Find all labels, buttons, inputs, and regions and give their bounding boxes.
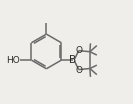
Text: O: O [75, 66, 82, 75]
Text: B: B [69, 55, 76, 65]
Text: HO: HO [6, 56, 20, 65]
Text: O: O [75, 46, 82, 54]
